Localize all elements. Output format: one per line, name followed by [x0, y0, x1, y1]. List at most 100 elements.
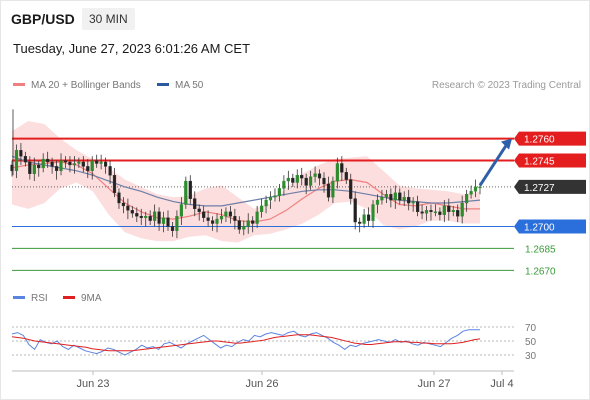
- 9ma-legend-swatch: [63, 295, 75, 299]
- ma50-legend-swatch: [157, 82, 169, 86]
- candle-body: [402, 196, 406, 201]
- candle-body: [81, 161, 85, 167]
- candle-body: [317, 173, 322, 179]
- candle-body: [424, 210, 429, 214]
- candle-body: [224, 211, 228, 217]
- candle-body: [175, 215, 179, 231]
- ma20-legend-label: MA 20 + Bollinger Bands: [31, 80, 141, 91]
- candle-body: [291, 177, 295, 183]
- candle-body: [251, 220, 255, 224]
- legend-9ma: 9MA: [63, 293, 102, 304]
- candle-body: [260, 205, 264, 212]
- support-price-label: 1.2670: [525, 266, 556, 277]
- candle-body: [148, 215, 152, 221]
- candle-body: [166, 217, 170, 227]
- candle-body: [50, 161, 54, 167]
- candle-body: [242, 226, 246, 230]
- candle-body: [456, 210, 460, 217]
- candle-body: [344, 172, 348, 180]
- candle-body: [451, 210, 455, 213]
- candle-body: [32, 164, 36, 175]
- level-label-1.2727: 1.2727: [514, 179, 586, 194]
- candle-body: [362, 214, 366, 224]
- price-tag: [514, 131, 586, 146]
- level-label-1.2670: 1.2670: [525, 266, 556, 277]
- candle-body: [398, 192, 402, 201]
- candle-body: [68, 161, 72, 166]
- candle-body: [228, 211, 232, 217]
- candle-body: [117, 192, 121, 204]
- candle-body: [335, 163, 339, 182]
- candle-body: [237, 220, 241, 230]
- candle-body: [144, 215, 148, 218]
- candle-body: [206, 217, 210, 221]
- candle-body: [86, 166, 90, 171]
- candle-body: [121, 202, 125, 207]
- candle-body: [295, 174, 299, 183]
- candle-body: [411, 201, 415, 204]
- rsi-legend-label: RSI: [31, 293, 48, 304]
- support-price-label: 1.2685: [525, 244, 556, 255]
- candle-body: [135, 213, 139, 217]
- price-tag: [514, 153, 586, 168]
- candle-body: [161, 217, 166, 224]
- candle-body: [268, 196, 273, 201]
- timeframe-button[interactable]: 30 MIN: [82, 8, 135, 30]
- candle-body: [300, 174, 304, 179]
- candle-body: [19, 150, 23, 157]
- candle-body: [326, 183, 331, 198]
- candle-body: [393, 192, 397, 201]
- bollinger-band-area: [12, 121, 480, 243]
- candle-body: [14, 150, 19, 172]
- candle-body: [433, 211, 437, 214]
- candle-body: [429, 210, 433, 213]
- price-tag-text: 1.2727: [524, 183, 555, 194]
- 9ma-legend-label: 9MA: [81, 293, 102, 304]
- candle-body: [442, 205, 446, 215]
- price-tag-text: 1.2745: [524, 157, 555, 168]
- candle-body: [95, 160, 99, 164]
- x-tick-label: Jun 26: [245, 378, 278, 390]
- candle-body: [188, 180, 192, 199]
- candle-body: [152, 211, 157, 221]
- candle-body: [460, 202, 464, 217]
- legend-rsi: RSI: [13, 293, 48, 304]
- x-tick-label: Jun 23: [76, 378, 109, 390]
- x-tick-label: Jun 27: [417, 378, 450, 390]
- price-tag-text: 1.2700: [524, 222, 555, 233]
- candle-body: [371, 204, 375, 221]
- candle-body: [10, 164, 14, 172]
- candle-body: [202, 211, 206, 218]
- candle-body: [108, 166, 112, 176]
- candle-body: [367, 214, 371, 221]
- research-credit: Research © 2023 Trading Central: [431, 80, 581, 91]
- legend-ma20-bb: MA 20 + Bollinger Bands: [13, 80, 141, 91]
- legend-ma50: MA 50: [157, 80, 203, 91]
- candle-body: [28, 161, 32, 174]
- forecast-arrow-shaft: [478, 141, 510, 187]
- rsi-tick-label: 30: [525, 351, 537, 362]
- candle-body: [139, 215, 143, 218]
- price-tag: [514, 219, 586, 234]
- forecast-arrow-head: [501, 138, 512, 150]
- rsi-tick-label: 70: [525, 323, 537, 334]
- candle-body: [246, 220, 250, 227]
- candle-body: [322, 177, 326, 185]
- candle-body: [420, 211, 424, 214]
- rsi-9ma-line: [11, 334, 481, 352]
- candle-body: [469, 191, 473, 195]
- candle-body: [473, 186, 478, 192]
- candle-body: [179, 204, 183, 217]
- level-label-1.2745: 1.2745: [514, 153, 586, 168]
- candle-body: [215, 218, 219, 224]
- level-label-1.2700: 1.2700: [514, 219, 586, 234]
- candle-body: [375, 199, 380, 205]
- candle-body: [103, 161, 108, 167]
- price-tag: [514, 179, 586, 194]
- candle-body: [210, 220, 215, 224]
- candle-body: [23, 155, 27, 163]
- candle-body: [184, 180, 188, 205]
- candle-body: [465, 193, 469, 204]
- candle-body: [380, 196, 384, 201]
